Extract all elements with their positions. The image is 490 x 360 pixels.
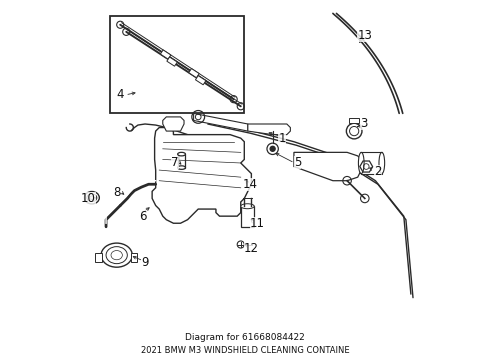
Text: Diagram for 61668084422: Diagram for 61668084422 xyxy=(185,333,305,342)
Polygon shape xyxy=(163,117,184,131)
Bar xyxy=(361,152,382,174)
Ellipse shape xyxy=(101,243,132,267)
Bar xyxy=(110,16,245,113)
Ellipse shape xyxy=(379,152,385,174)
Text: 2021 BMW M3 WINDSHIELD CLEANING CONTAINE: 2021 BMW M3 WINDSHIELD CLEANING CONTAINE xyxy=(141,346,349,355)
Text: 11: 11 xyxy=(250,217,265,230)
Polygon shape xyxy=(194,113,248,131)
Bar xyxy=(196,76,206,85)
Ellipse shape xyxy=(178,166,185,169)
Text: 9: 9 xyxy=(141,256,149,269)
Text: 8: 8 xyxy=(113,186,121,199)
Ellipse shape xyxy=(90,196,94,199)
Text: 10: 10 xyxy=(81,192,96,205)
Polygon shape xyxy=(294,152,361,181)
Polygon shape xyxy=(248,124,291,135)
Bar xyxy=(96,253,102,262)
Text: 3: 3 xyxy=(360,117,368,130)
Ellipse shape xyxy=(87,194,97,202)
Ellipse shape xyxy=(241,204,254,209)
Ellipse shape xyxy=(178,152,185,156)
Text: 1: 1 xyxy=(278,132,286,145)
Bar xyxy=(160,50,171,59)
Bar xyxy=(189,68,199,78)
Text: 7: 7 xyxy=(171,157,178,170)
Bar xyxy=(131,253,137,262)
Bar xyxy=(178,154,185,168)
Text: 12: 12 xyxy=(244,242,259,255)
Text: 13: 13 xyxy=(357,29,372,42)
Circle shape xyxy=(270,146,275,151)
Ellipse shape xyxy=(106,247,127,264)
Ellipse shape xyxy=(111,251,122,260)
Text: 6: 6 xyxy=(139,210,147,222)
Bar xyxy=(241,206,254,227)
Text: 14: 14 xyxy=(243,178,258,191)
Text: 4: 4 xyxy=(117,89,124,102)
Text: 2: 2 xyxy=(374,165,382,177)
Polygon shape xyxy=(152,127,251,223)
Bar xyxy=(349,118,359,123)
Bar xyxy=(167,57,177,66)
Text: 5: 5 xyxy=(294,157,301,170)
Ellipse shape xyxy=(358,152,364,174)
Ellipse shape xyxy=(84,192,99,204)
